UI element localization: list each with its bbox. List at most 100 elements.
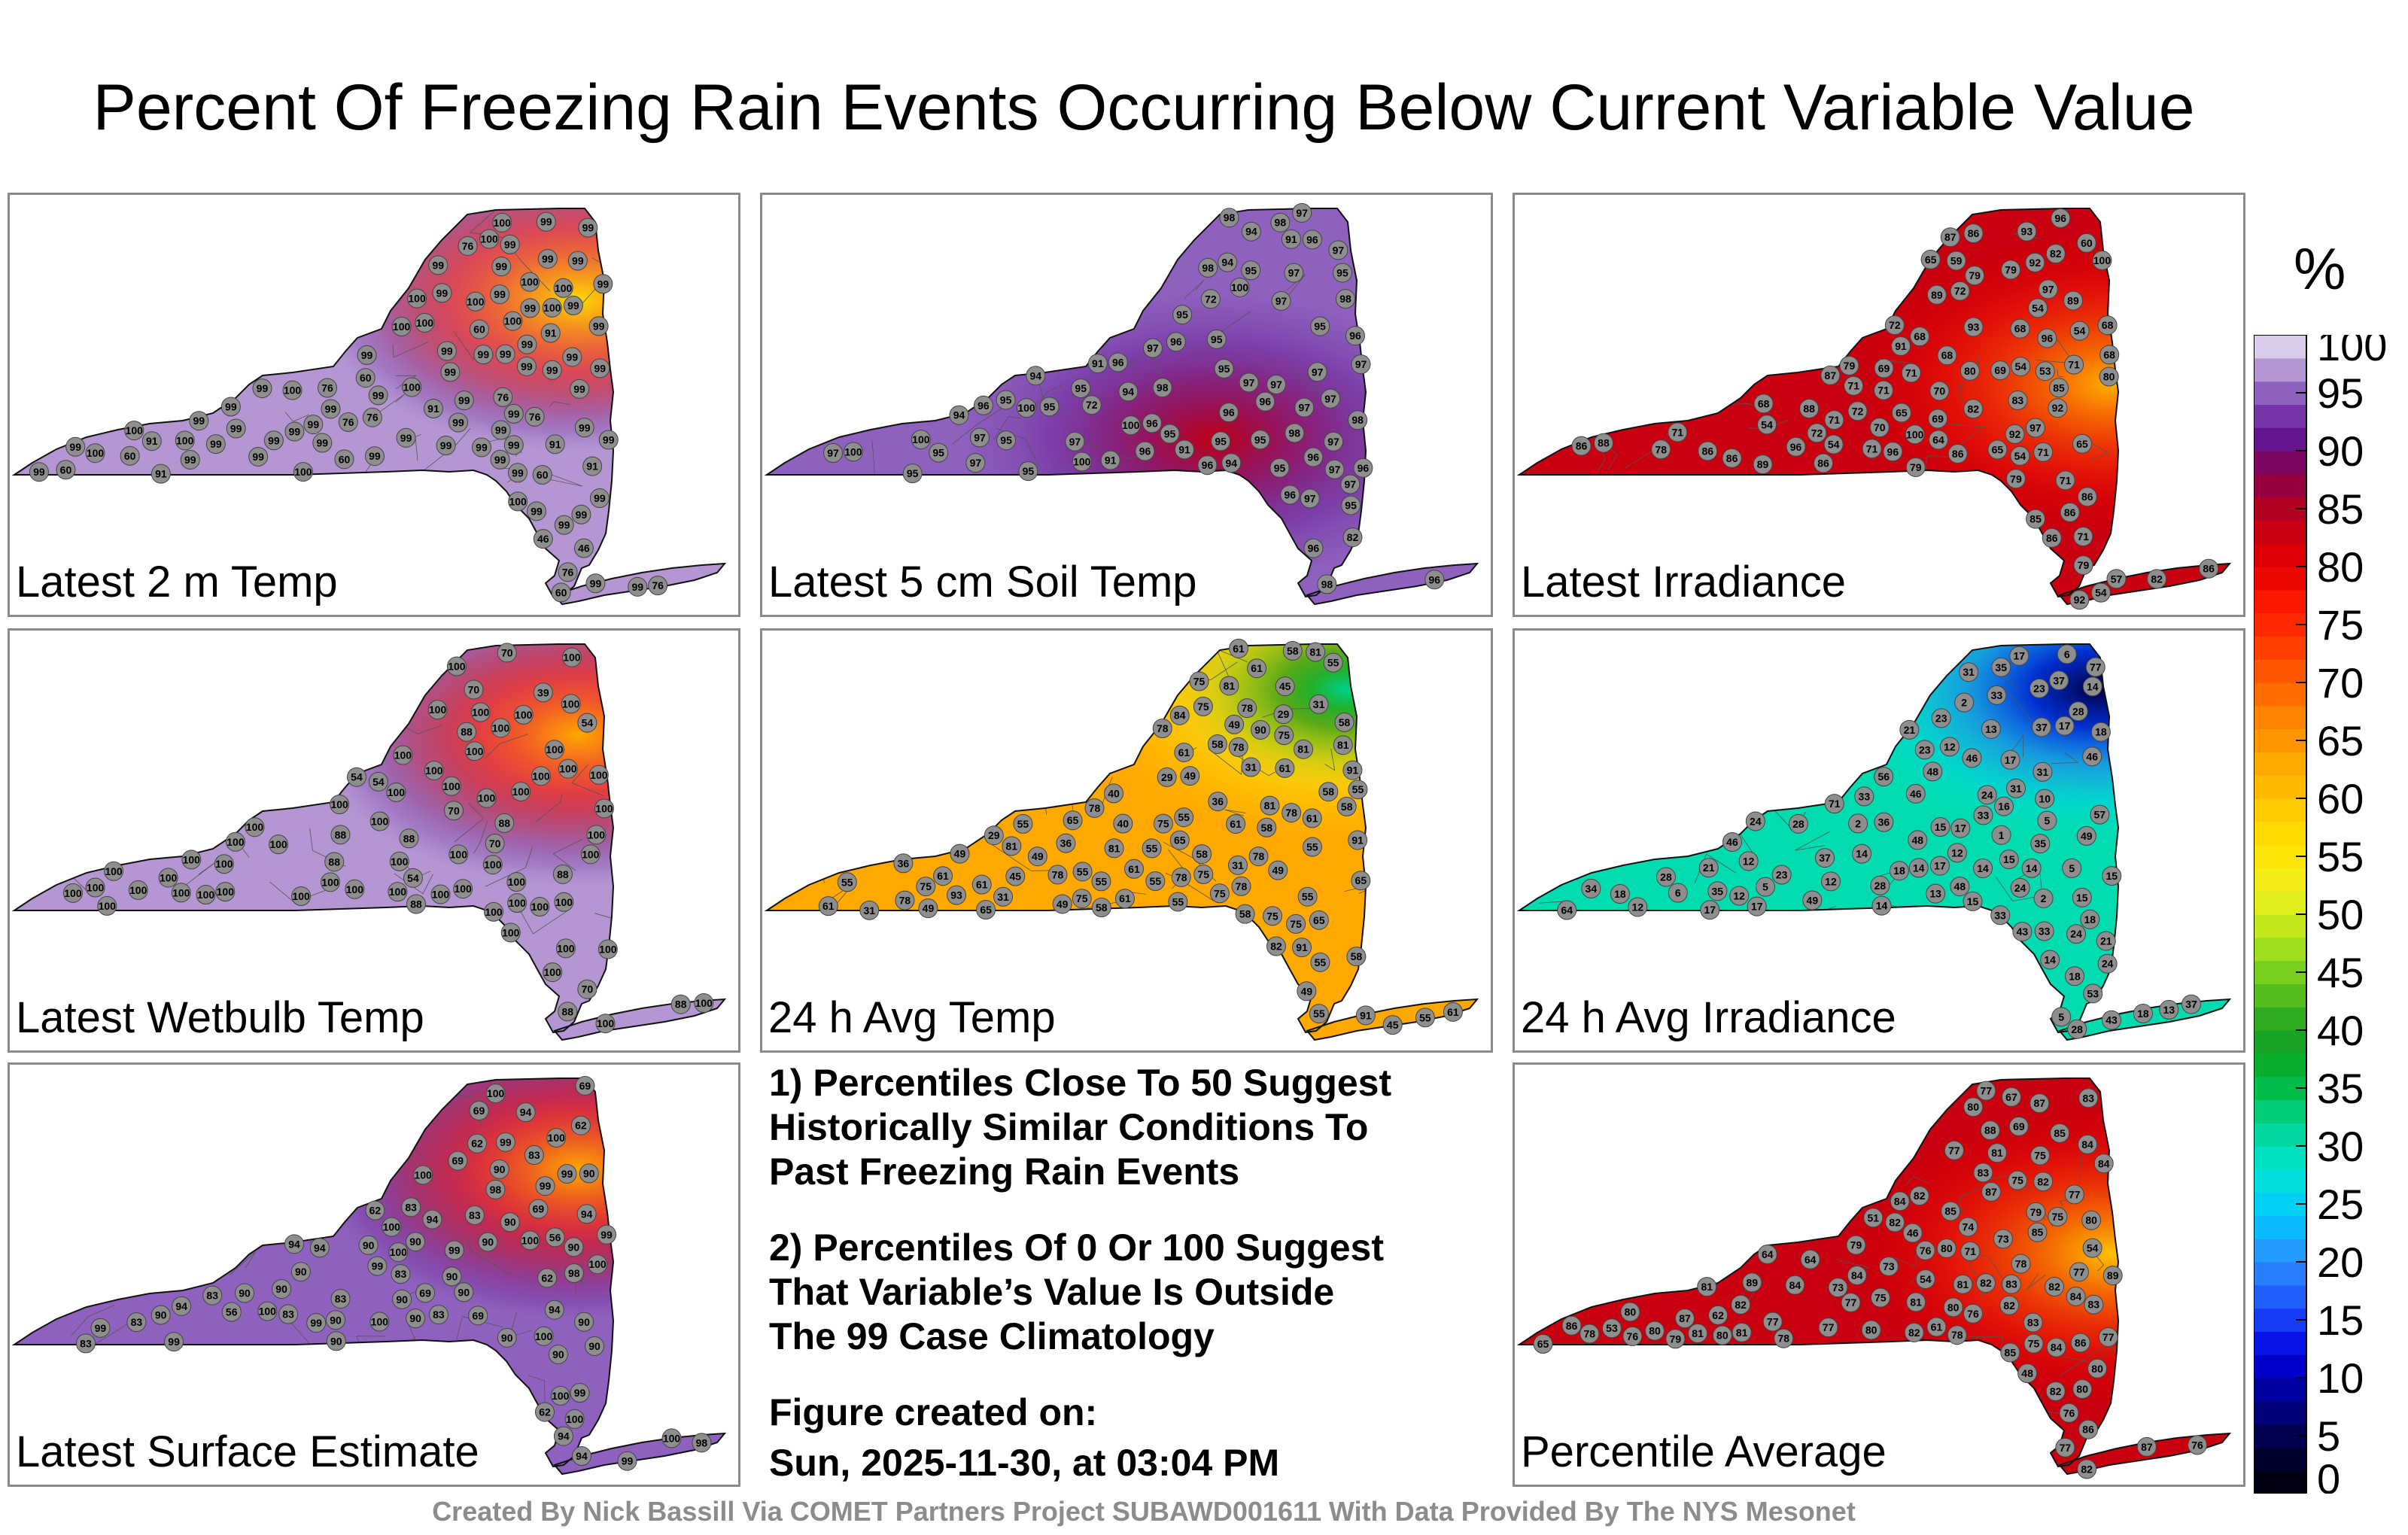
station-value: 24 [2102, 958, 2114, 970]
station-value: 72 [1811, 427, 1823, 439]
station-marker [575, 1075, 595, 1096]
colorbar-tick-label: 10 [2317, 1354, 2364, 1402]
station-marker [1622, 1326, 1643, 1346]
station-marker [141, 431, 162, 451]
colorbar-band [2254, 682, 2306, 707]
station-marker [2090, 722, 2111, 742]
station-marker [500, 234, 520, 254]
station-value: 87 [2033, 1097, 2045, 1109]
station-marker [534, 1326, 554, 1346]
station-value: 72 [1889, 319, 1901, 331]
station-marker [1828, 1278, 1848, 1298]
station-value: 84 [2081, 1138, 2093, 1150]
station-value: 97 [1243, 376, 1255, 388]
colorbar-band [2254, 1400, 2306, 1425]
station-marker [368, 385, 388, 406]
station-marker [1820, 365, 1841, 385]
station-value: 83 [206, 1290, 218, 1302]
station-value: 95 [1023, 465, 1035, 477]
station-value: 28 [1792, 818, 1804, 830]
station-marker [1237, 698, 1257, 719]
station-value: 96 [1139, 445, 1151, 457]
station-marker [553, 278, 573, 298]
station-value: 96 [1308, 543, 1320, 555]
station-marker [158, 868, 178, 888]
station-value: 80 [2085, 1214, 2097, 1226]
station-value: 99 [579, 421, 591, 433]
station-value: 70 [468, 683, 480, 695]
station-value: 83 [1978, 1166, 1990, 1178]
station-value: 95 [1075, 382, 1087, 394]
station-value: 96 [1260, 396, 1272, 408]
station-marker [2030, 834, 2051, 854]
station-marker [648, 576, 668, 596]
station-value: 81 [1736, 1327, 1748, 1339]
station-value: 96 [1146, 417, 1158, 429]
station-value: 98 [1275, 217, 1287, 229]
station-value: 99 [458, 394, 470, 406]
station-marker [2025, 252, 2045, 272]
station-value: 54 [372, 776, 385, 788]
station-value: 100 [215, 858, 233, 870]
station-value: 88 [328, 856, 340, 868]
station-value: 88 [561, 1005, 573, 1017]
station-marker [175, 430, 195, 451]
station-value: 99 [542, 253, 554, 265]
station-value: 12 [1733, 890, 1745, 902]
station-marker [1800, 1249, 1820, 1269]
station-value: 97 [1327, 436, 1339, 448]
station-marker [104, 861, 124, 881]
station-value: 99 [441, 345, 453, 357]
station-value: 54 [1920, 1273, 1932, 1285]
station-value: 94 [520, 1106, 532, 1118]
station-value: 83 [2088, 1299, 2100, 1311]
station-marker [1302, 808, 1322, 828]
station-marker [916, 877, 936, 897]
station-value: 60 [60, 464, 72, 476]
station-value: 91 [427, 403, 439, 415]
station-value: 13 [1929, 888, 1941, 900]
station-value: 83 [131, 1316, 143, 1328]
station-marker [1193, 696, 1213, 716]
station-value: 100 [912, 433, 930, 445]
station-marker [1200, 289, 1221, 309]
station-marker [1757, 1245, 1777, 1265]
colorbar: 0510152025303540455055606570758085909510… [2254, 335, 2387, 1494]
station-value: 82 [2050, 1385, 2062, 1397]
station-marker [2093, 1154, 2114, 1174]
station-value: 99 [494, 454, 506, 466]
station-value: 99 [436, 287, 448, 299]
station-marker [1218, 252, 1238, 272]
station-value: 100 [492, 722, 510, 734]
station-marker [570, 378, 590, 399]
station-value: 18 [2095, 726, 2107, 738]
station-marker [396, 427, 416, 448]
station-marker [1318, 782, 1339, 802]
station-value: 99 [361, 349, 373, 361]
station-marker [1171, 867, 1191, 887]
station-value: 99 [567, 299, 579, 312]
station-value: 91 [1092, 357, 1104, 369]
station-marker [1211, 431, 1231, 451]
station-marker [1891, 336, 1911, 356]
station-marker [2012, 922, 2033, 942]
station-value: 98 [1224, 211, 1236, 223]
station-value: 54 [582, 717, 594, 729]
station-value: 48 [1911, 834, 1923, 846]
station-marker [579, 1163, 599, 1184]
station-value: 96 [1223, 406, 1235, 418]
colorbar-band [2254, 705, 2306, 730]
station-value: 100 [105, 865, 123, 877]
station-value: 91 [1347, 764, 1359, 777]
station-marker [1382, 1015, 1403, 1035]
field-hotspot [1519, 644, 2230, 1040]
station-value: 71 [1877, 385, 1890, 397]
station-value: 99 [252, 451, 264, 463]
station-value: 99 [69, 441, 81, 453]
station-value: 17 [2059, 720, 2071, 732]
station-value: 15 [2076, 892, 2088, 904]
station-value: 75 [2011, 1175, 2023, 1187]
station-value: 49 [2081, 830, 2093, 842]
station-value: 61 [1178, 746, 1190, 758]
station-marker [269, 834, 289, 855]
